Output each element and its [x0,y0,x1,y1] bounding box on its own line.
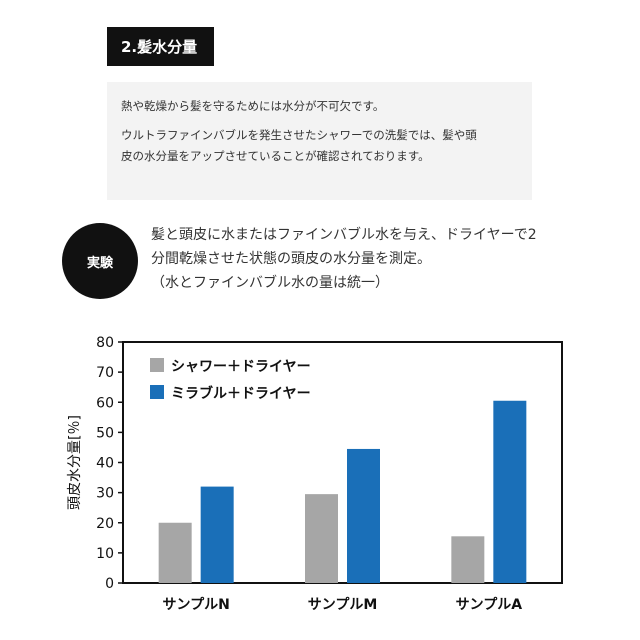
experiment-line-1: 髪と頭皮に水またはファインバブル水を与え、ドライヤーで2 [151,227,537,243]
legend-label-2: ミラブル＋ドライヤー [171,385,311,402]
legend-label-1: シャワー＋ドライヤー [171,359,311,375]
x-category-label: サンプルA [456,597,523,613]
info-box: 熱や乾燥から髪を守るためには水分が不可欠です。 ウルトラファインバブルを発生させ… [107,82,532,200]
experiment-description: 髪と頭皮に水またはファインバブル水を与え、ドライヤーで2 分間乾燥させた状態の頭… [151,223,591,295]
y-tick-label: 80 [96,335,114,351]
info-paragraph-2: ウルトラファインバブルを発生させたシャワーでの洗髪では、髪や頭 皮の水分量をアッ… [121,125,518,167]
y-tick-label: 20 [96,516,114,532]
bar-shower-1 [158,522,192,583]
y-tick-label: 40 [96,456,114,472]
experiment-badge: 実験 [62,223,138,299]
y-tick-label: 70 [96,365,114,381]
bar-mirable-1 [200,486,234,583]
bar-mirable-3 [493,400,527,583]
moisture-bar-chart: 0 10 20 30 40 50 60 70 80 頭皮水分量[％] サンプルN サンプルM サンプルA… [67,335,563,613]
y-tick-label: 30 [96,486,114,502]
bar-mirable-2 [347,448,380,583]
y-tick-label: 10 [96,546,114,562]
info-line-2a: ウルトラファインバブルを発生させたシャワーでの洗髪では、髪や頭 [121,128,477,142]
bar-shower-2 [305,494,338,583]
y-tick-label: 0 [105,576,114,592]
experiment-line-2: 分間乾燥させた状態の頭皮の水分量を測定。 [151,251,431,267]
x-category-label: サンプルN [163,597,230,613]
info-paragraph-1: 熱や乾燥から髪を守るためには水分が不可欠です。 [121,99,385,113]
y-axis-label: 頭皮水分量[％] [67,415,83,510]
legend-swatch-2 [150,385,164,399]
y-tick-label: 60 [96,395,114,411]
bar-shower-3 [451,536,485,583]
x-category-label: サンプルM [308,597,378,613]
legend-swatch-1 [150,358,164,372]
section-title: 2.髪水分量 [107,27,214,66]
experiment-line-3: （水とファインバブル水の量は統一） [151,275,389,291]
info-line-2b: 皮の水分量をアップさせていることが確認されております。 [121,149,430,163]
y-tick-label: 50 [96,425,114,441]
